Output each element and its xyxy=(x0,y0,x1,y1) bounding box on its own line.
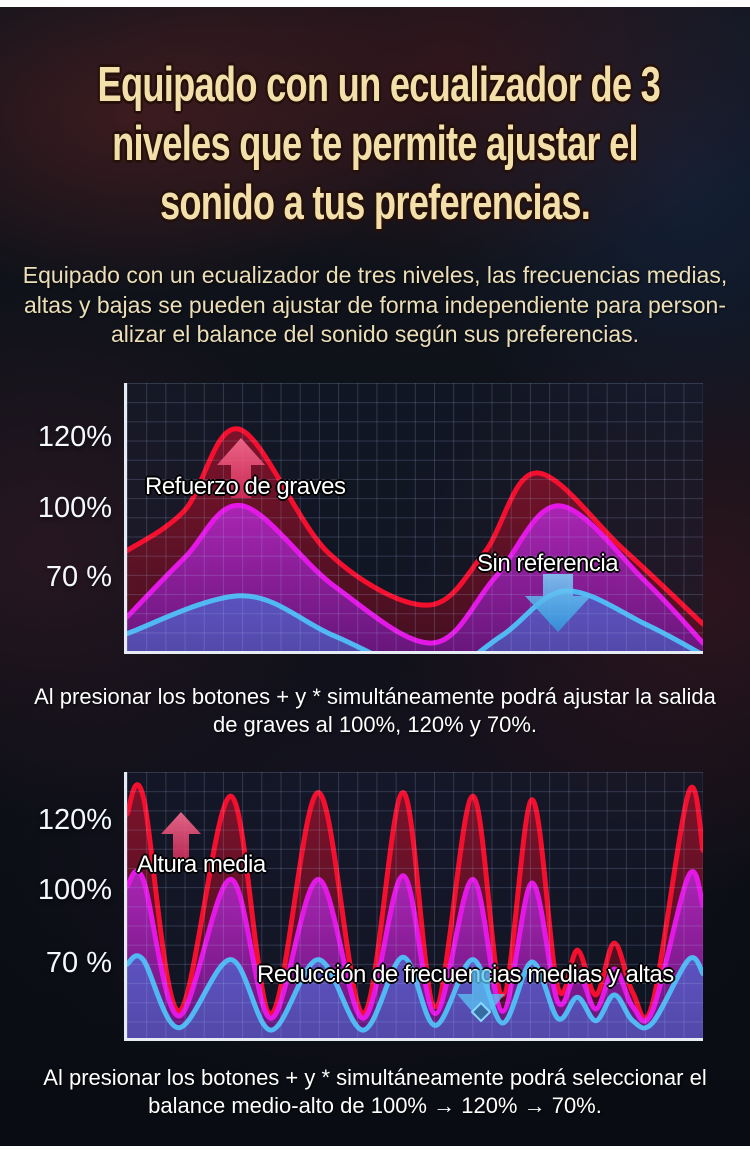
y-tick-100-chart1: 100% xyxy=(37,492,112,524)
mid-high-eq-chart: 120% 100% 70 % Altura media Reducción de… xyxy=(0,772,750,1042)
bottom-white-strip xyxy=(0,1146,750,1150)
y-tick-70-chart2: 70 % xyxy=(45,947,112,979)
mid-high-plot-area: Altura media Reducción de frecuencias me… xyxy=(124,772,703,1041)
mid-high-reduction-label: Reducción de frecuencias medias y altas xyxy=(257,961,674,988)
intro-line-1: Equipado con un ecualizador de tres nive… xyxy=(22,262,728,288)
mid-boost-up-arrow-icon xyxy=(161,812,201,860)
headline-line-2: niveles que te permite ajustar el xyxy=(112,117,638,171)
headline-line-1: Equipado con un ecualizador de 3 xyxy=(97,58,661,112)
y-tick-70-chart1: 70 % xyxy=(45,561,112,593)
y-tick-120-chart1: 120% xyxy=(37,421,112,453)
bass-boost-label: Refuerzo de graves xyxy=(145,473,346,500)
bass-eq-chart: 120% 100% 70 % Refuerzo de graves Sin re… xyxy=(0,383,750,655)
y-tick-120-chart2: 120% xyxy=(37,804,112,836)
y-tick-100-chart2: 100% xyxy=(37,874,112,906)
bass-caption-line-2: de graves al 100%, 120% y 70%. xyxy=(212,712,538,737)
bass-eq-waves xyxy=(127,426,703,651)
bass-caption: Al presionar los botones + y * simultáne… xyxy=(0,683,750,739)
intro-line-3: alizar el balance del sonido según sus p… xyxy=(110,321,640,347)
mid-cut-down-arrow-icon xyxy=(457,970,505,1023)
mid-height-label: Altura media xyxy=(137,851,266,878)
headline: Equipado con un ecualizador de 3 niveles… xyxy=(97,56,661,233)
bass-cut-down-arrow-icon xyxy=(525,574,591,632)
mid-caption: Al presionar los botones + y * simultáne… xyxy=(0,1064,750,1120)
headline-line-3: sonido a tus preferencias. xyxy=(159,176,591,230)
mid-high-waves xyxy=(127,782,703,1038)
bass-eq-plot-area: Refuerzo de graves Sin referencia xyxy=(124,383,703,654)
bass-boost-up-arrow-icon xyxy=(217,438,265,498)
no-reference-label: Sin referencia xyxy=(477,550,619,577)
top-white-strip xyxy=(0,0,750,7)
bass-caption-line-1: Al presionar los botones + y * simultáne… xyxy=(34,684,716,709)
mid-caption-line-2: balance medio-alto de 100% → 120% → 70%. xyxy=(148,1093,602,1118)
intro-line-2: altas y bajas se pueden ajustar de forma… xyxy=(24,291,726,318)
intro-paragraph: Equipado con un ecualizador de tres nive… xyxy=(0,261,750,350)
mid-caption-line-1: Al presionar los botones + y * simultáne… xyxy=(43,1065,707,1090)
